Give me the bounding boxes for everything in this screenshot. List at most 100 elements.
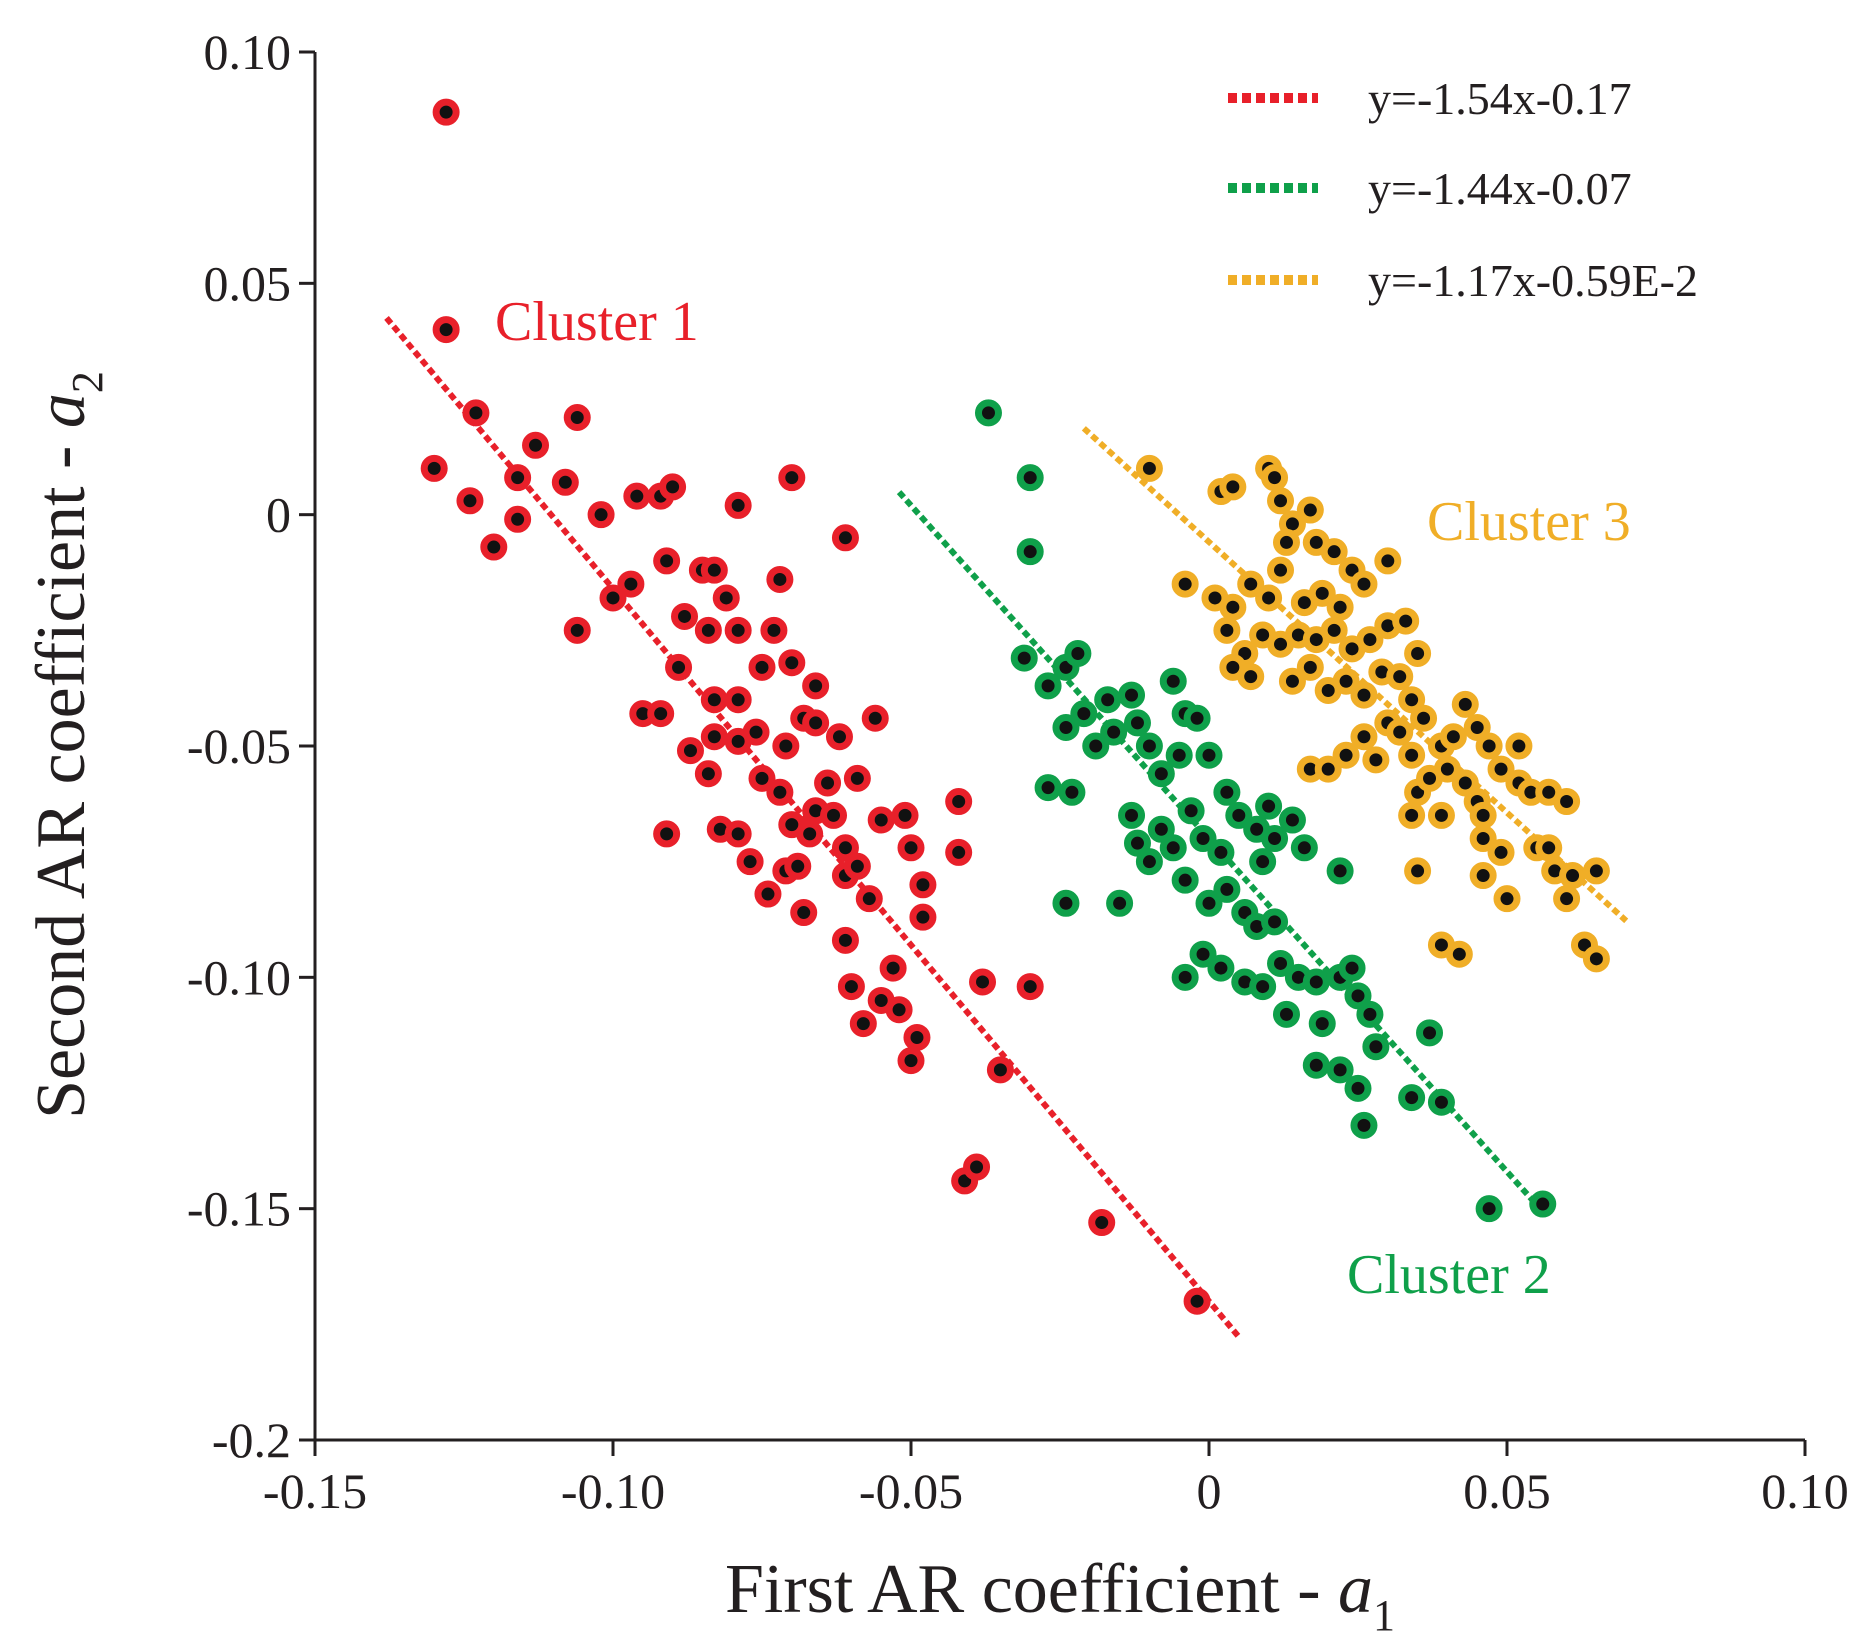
data-point-cluster-1: [754, 880, 782, 908]
data-point-cluster-2: [1356, 1000, 1384, 1028]
data-point-cluster-1: [849, 1010, 877, 1038]
data-point-cluster-1: [653, 820, 681, 848]
data-point-cluster-1: [504, 505, 532, 533]
data-point-cluster-3: [1451, 690, 1479, 718]
data-point-cluster-1: [963, 1153, 991, 1181]
data-point-cluster-3: [1451, 769, 1479, 797]
data-point-cluster-3: [1219, 593, 1247, 621]
x-tick-label: 0.05: [1463, 1463, 1551, 1519]
data-point-cluster-2: [1159, 667, 1187, 695]
data-point-cluster-3: [1582, 945, 1610, 973]
data-point-cluster-2: [1171, 866, 1199, 894]
data-point-cluster-1: [1016, 973, 1044, 1001]
data-point-cluster-1: [617, 570, 645, 598]
data-point-cluster-2: [1344, 1074, 1372, 1102]
x-tick-label: -0.10: [561, 1463, 665, 1519]
data-point-cluster-3: [1439, 723, 1467, 751]
y-tick-label: 0.05: [204, 255, 292, 311]
data-point-cluster-1: [855, 885, 883, 913]
data-point-cluster-2: [1362, 1033, 1390, 1061]
data-point-cluster-3: [1392, 607, 1420, 635]
data-point-cluster-1: [676, 737, 704, 765]
data-point-cluster-1: [766, 565, 794, 593]
data-point-cluster-3: [1278, 667, 1306, 695]
data-point-cluster-1: [843, 852, 871, 880]
data-point-cluster-1: [909, 871, 937, 899]
data-point-cluster-1: [820, 801, 848, 829]
data-point-cluster-2: [1123, 709, 1151, 737]
data-point-cluster-3: [1314, 755, 1342, 783]
data-point-cluster-3: [1505, 732, 1533, 760]
data-point-cluster-2: [1165, 741, 1193, 769]
data-point-cluster-3: [1350, 681, 1378, 709]
data-point-cluster-1: [659, 473, 687, 501]
data-point-cluster-3: [1332, 667, 1360, 695]
data-point-cluster-3: [1237, 570, 1265, 598]
data-point-cluster-3: [1219, 473, 1247, 501]
y-tick-label: -0.10: [187, 949, 291, 1005]
data-point-cluster-1: [724, 686, 752, 714]
data-point-cluster-3: [1255, 584, 1283, 612]
data-point-cluster-2: [1213, 875, 1241, 903]
data-point-cluster-1: [700, 556, 728, 584]
data-point-cluster-2: [1016, 464, 1044, 492]
data-point-cluster-2: [1189, 940, 1217, 968]
data-point-cluster-1: [790, 899, 818, 927]
data-point-cluster-1: [724, 616, 752, 644]
data-points: [420, 98, 1610, 1315]
data-point-cluster-2: [1070, 700, 1098, 728]
data-point-cluster-2: [1302, 1051, 1330, 1079]
data-point-cluster-2: [1225, 801, 1253, 829]
x-tick-label: 0: [1197, 1463, 1222, 1519]
legend-label-cluster-2: y=-1.44x-0.07: [1368, 163, 1632, 214]
data-point-cluster-3: [1320, 616, 1348, 644]
data-point-cluster-2: [1261, 825, 1289, 853]
data-point-cluster-2: [1207, 954, 1235, 982]
data-point-cluster-1: [843, 764, 871, 792]
data-point-cluster-1: [802, 672, 830, 700]
data-point-cluster-2: [1272, 1000, 1300, 1028]
data-point-cluster-1: [694, 616, 722, 644]
data-point-cluster-2: [1094, 686, 1122, 714]
data-point-cluster-3: [1135, 454, 1163, 482]
data-point-cluster-3: [1487, 838, 1515, 866]
data-point-cluster-3: [1362, 746, 1390, 774]
data-point-cluster-2: [1016, 538, 1044, 566]
data-point-cluster-2: [1398, 1084, 1426, 1112]
data-point-cluster-3: [1213, 616, 1241, 644]
data-point-cluster-2: [1350, 1111, 1378, 1139]
data-point-cluster-3: [1386, 718, 1414, 746]
data-point-cluster-1: [724, 820, 752, 848]
data-point-cluster-1: [736, 848, 764, 876]
data-point-cluster-1: [897, 1047, 925, 1075]
data-point-cluster-3: [1320, 538, 1348, 566]
data-point-cluster-2: [1106, 889, 1134, 917]
data-point-cluster-3: [1404, 857, 1432, 885]
data-point-cluster-1: [778, 649, 806, 677]
cluster-2-label: Cluster 2: [1347, 1244, 1551, 1306]
cluster-3-label: Cluster 3: [1427, 491, 1631, 553]
data-point-cluster-2: [1207, 838, 1235, 866]
data-point-cluster-1: [432, 316, 460, 344]
data-point-cluster-2: [1195, 741, 1223, 769]
data-point-cluster-1: [885, 996, 913, 1024]
y-tick-label: 0.10: [204, 24, 292, 80]
data-point-cluster-3: [1427, 801, 1455, 829]
legend-label-cluster-3: y=-1.17x-0.59E-2: [1368, 255, 1698, 306]
data-point-cluster-1: [772, 732, 800, 760]
data-point-cluster-2: [1261, 908, 1289, 936]
y-tick-label: -0.2: [212, 1412, 291, 1468]
data-point-cluster-2: [1159, 834, 1187, 862]
data-point-cluster-2: [1326, 1056, 1354, 1084]
data-point-cluster-3: [1356, 626, 1384, 654]
data-point-cluster-1: [903, 1023, 931, 1051]
data-point-cluster-1: [599, 584, 627, 612]
data-point-cluster-2: [1171, 963, 1199, 991]
x-tick-label: -0.05: [859, 1463, 963, 1519]
data-point-cluster-2: [1267, 949, 1295, 977]
data-point-cluster-1: [814, 769, 842, 797]
data-point-cluster-1: [462, 399, 490, 427]
data-point-cluster-1: [563, 616, 591, 644]
data-point-cluster-2: [1064, 639, 1092, 667]
